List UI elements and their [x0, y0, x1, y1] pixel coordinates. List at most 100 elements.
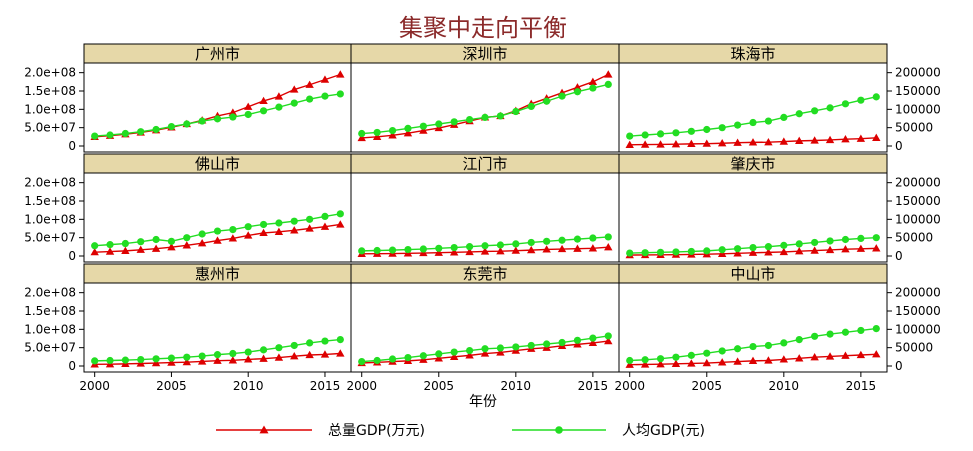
per-capita-gdp-point — [404, 353, 412, 362]
right-y-tick-label: 50000 — [895, 121, 933, 135]
total-gdp-point — [687, 359, 696, 367]
total-gdp-point — [856, 350, 866, 359]
per-capita-gdp-point — [198, 117, 206, 125]
total-gdp-point — [496, 247, 505, 255]
panel: 肇庆市 — [618, 153, 888, 263]
per-capita-gdp-point — [857, 234, 865, 242]
per-capita-gdp-point — [91, 357, 99, 365]
per-capita-gdp-point — [373, 128, 381, 137]
total-gdp-point — [388, 131, 397, 139]
total-gdp-point — [604, 70, 613, 78]
total-gdp-point — [305, 80, 314, 88]
per-capita-gdp-point — [795, 110, 803, 118]
per-capita-gdp-point — [198, 230, 206, 238]
legend: 总量GDP(万元) 人均GDP(元) — [216, 423, 705, 439]
total-gdp-point — [795, 247, 804, 255]
total-gdp-point — [588, 244, 598, 252]
x-tick-label: 2000 — [614, 379, 645, 393]
per-capita-gdp-point — [152, 125, 160, 134]
panel: 惠州市 — [83, 263, 352, 373]
total-gdp-point — [779, 137, 789, 145]
right-y-tick-label: 0 — [895, 139, 903, 153]
per-capita-gdp-point — [703, 349, 711, 357]
left-y-tick-label: 5.0e+07 — [24, 341, 76, 355]
x-tick-label: 2005 — [423, 379, 454, 393]
per-capita-gdp-point — [306, 215, 314, 223]
left-y-tick-label: 5.0e+07 — [24, 231, 76, 245]
per-capita-gdp-point — [137, 238, 145, 246]
per-capita-gdp-point — [733, 345, 742, 353]
per-capita-gdp-point — [857, 96, 865, 104]
x-tick-label: 2015 — [578, 379, 609, 393]
per-capita-gdp-point — [419, 245, 427, 253]
left-y-tick-label: 0 — [68, 249, 76, 263]
per-capita-gdp-point — [512, 107, 520, 116]
per-capita-gdp-point — [465, 243, 474, 251]
per-capita-gdp-point — [388, 355, 397, 363]
per-capita-gdp-point — [213, 351, 222, 359]
per-capita-gdp-point — [152, 355, 160, 363]
per-capita-gdp-point — [290, 341, 298, 350]
per-capita-gdp-point — [244, 110, 252, 119]
total-gdp-point — [419, 126, 428, 134]
per-capita-gdp-point — [229, 113, 237, 121]
total-gdp-point — [656, 359, 665, 368]
per-capita-gdp-point — [604, 233, 612, 241]
per-capita-gdp-point — [749, 342, 757, 351]
per-capita-gdp-point — [718, 246, 726, 254]
per-capita-gdp-point — [358, 247, 366, 255]
legend-marker — [555, 426, 563, 434]
total-gdp-point — [274, 92, 284, 100]
per-capita-gdp-point — [687, 247, 695, 256]
left-y-tick-label: 1.5e+08 — [24, 304, 76, 318]
panel-title: 东莞市 — [462, 265, 507, 283]
per-capita-gdp-point — [641, 356, 649, 364]
per-capita-gdp-point — [373, 356, 381, 365]
per-capita-gdp-point — [512, 343, 520, 351]
total-gdp-point — [336, 70, 345, 78]
per-capita-gdp-point — [811, 238, 819, 247]
total-gdp-point — [151, 358, 161, 367]
per-capita-gdp-point — [435, 244, 443, 252]
total-gdp-point — [764, 248, 773, 256]
total-gdp-point — [465, 247, 474, 256]
total-gdp-point — [573, 244, 582, 252]
per-capita-gdp-point — [450, 118, 458, 126]
per-capita-gdp-point — [275, 103, 283, 111]
x-axis-label: 年份 — [469, 394, 497, 410]
per-capita-gdp-point — [872, 325, 880, 333]
per-capita-gdp-point — [573, 336, 582, 344]
per-capita-gdp-point — [152, 235, 160, 244]
per-capita-gdp-point — [656, 355, 665, 363]
per-capita-gdp-point — [244, 223, 252, 231]
per-capita-gdp-point — [321, 92, 329, 100]
right-y-tick-label: 200000 — [895, 176, 941, 190]
total-gdp-point — [733, 357, 742, 365]
total-gdp-point — [856, 244, 866, 252]
right-y-tick-label: 100000 — [895, 102, 941, 116]
panel: 珠海市 — [618, 43, 888, 153]
per-capita-gdp-point — [306, 95, 314, 103]
per-capita-gdp-point — [121, 129, 129, 138]
per-capita-gdp-point — [481, 113, 489, 121]
right-y-tick-label: 50000 — [895, 341, 933, 355]
per-capita-gdp-point — [543, 340, 551, 348]
per-capita-gdp-point — [703, 247, 711, 255]
total-gdp-point — [182, 357, 191, 366]
per-capita-gdp-point — [527, 238, 535, 247]
per-capita-gdp-point — [183, 353, 191, 361]
per-capita-gdp-point — [589, 334, 597, 342]
total-gdp-point — [320, 75, 330, 83]
right-y-tick-label: 100000 — [895, 212, 941, 226]
left-y-tick-label: 2.0e+08 — [24, 66, 76, 80]
per-capita-gdp-point — [404, 124, 412, 132]
total-gdp-point — [872, 133, 881, 141]
total-gdp-point — [197, 357, 207, 365]
panel-title: 肇庆市 — [730, 155, 775, 173]
total-gdp-point — [717, 139, 727, 147]
total-gdp-point — [764, 356, 773, 364]
per-capita-gdp-point — [749, 243, 757, 252]
x-tick-label: 2015 — [310, 379, 341, 393]
total-gdp-point — [748, 356, 758, 365]
total-gdp-point — [764, 137, 773, 146]
